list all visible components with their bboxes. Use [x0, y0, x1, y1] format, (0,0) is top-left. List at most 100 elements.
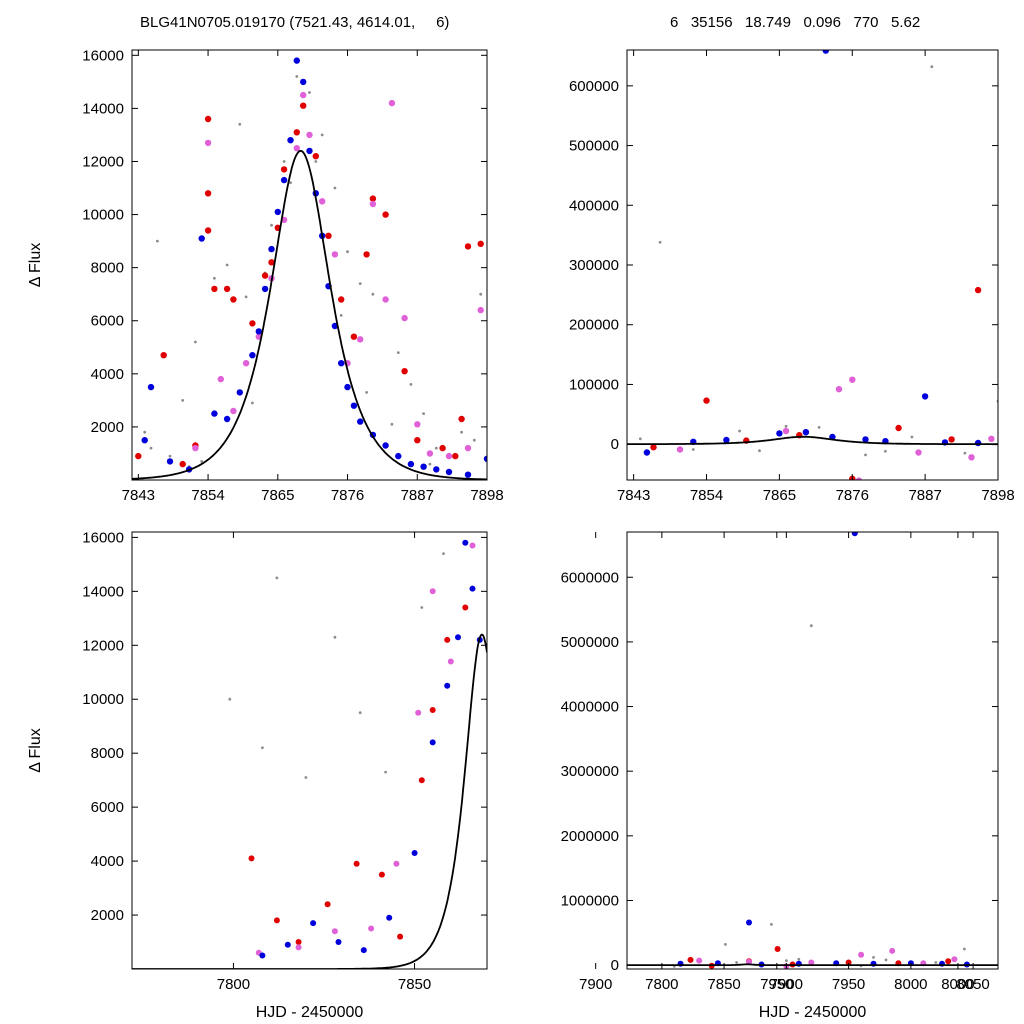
data-point-gray [761, 625, 764, 628]
data-point-red [295, 939, 302, 945]
data-point-blue [977, 661, 983, 667]
data-point-gray [420, 606, 424, 609]
data-point-gray [812, 933, 815, 936]
data-point-blue [444, 682, 451, 689]
y-tick-label: 6000000 [561, 569, 619, 586]
data-point-blue [350, 402, 358, 409]
data-point-blue [926, 882, 932, 888]
data-point-gray [500, 784, 503, 787]
data-point-gray [714, 660, 717, 663]
data-point-gray [739, 730, 742, 733]
data-point-blue [774, 893, 780, 899]
x-tick-label: 7800 [645, 976, 678, 993]
data-point-blue [300, 78, 307, 86]
data-point-gray [384, 770, 387, 774]
data-point-blue [255, 328, 262, 335]
data-point-blue [407, 460, 415, 468]
data-point-blue [825, 570, 831, 576]
data-point-gray [902, 649, 905, 652]
data-point-gray [472, 438, 476, 442]
data-point-gray [460, 430, 463, 434]
data-point-blue [464, 471, 472, 478]
data-point-gray [333, 186, 337, 190]
data-point-magenta [855, 477, 863, 480]
data-point-gray [872, 956, 875, 959]
x-tick-label: 7865 [261, 487, 294, 504]
data-point-gray [660, 684, 663, 687]
data-point-gray [738, 429, 741, 433]
data-point-red [665, 907, 671, 913]
data-point-gray [963, 451, 967, 455]
data-point-magenta [988, 435, 995, 442]
y-tick-label: 5000000 [561, 634, 619, 651]
data-point-gray [194, 340, 197, 344]
data-point-red [509, 742, 515, 748]
data-point-red [759, 567, 765, 573]
data-point-red [353, 860, 360, 867]
data-point-blue [973, 947, 979, 953]
x-tick-label: 8000 [941, 976, 974, 993]
data-point-red [378, 871, 385, 878]
plot-frame [626, 531, 999, 970]
data-point-blue [723, 436, 730, 444]
data-point-gray [864, 453, 867, 457]
data-point-gray [238, 122, 242, 126]
data-point-blue [411, 850, 418, 856]
data-point-magenta [447, 658, 454, 665]
data-point-magenta [696, 957, 703, 964]
y-tick-label: 2000000 [561, 828, 619, 845]
data-point-blue [462, 539, 469, 546]
y-tick-label: 600000 [569, 78, 619, 95]
data-point-blue [261, 285, 269, 293]
x-tick-label: 7843 [617, 487, 650, 504]
data-point-red [886, 588, 892, 594]
data-point-gray [308, 91, 311, 94]
data-point-red [204, 227, 212, 234]
data-point-blue [455, 634, 461, 641]
y-tick-label: 2000 [91, 907, 124, 924]
data-point-gray [949, 687, 952, 690]
data-point-magenta [922, 737, 928, 743]
data-point-gray [848, 892, 851, 895]
data-point-red [444, 636, 451, 643]
data-point-magenta [388, 99, 396, 107]
data-point-blue [643, 449, 651, 456]
data-point-blue [781, 874, 787, 880]
data-point-magenta [319, 198, 326, 205]
data-point-gray [251, 401, 254, 405]
data-point-gray [261, 746, 264, 750]
data-point-gray [434, 446, 438, 450]
data-point-red [578, 882, 584, 888]
data-point-red [429, 707, 436, 713]
y-tick-label: 0 [611, 957, 619, 974]
fit-parameters: 6 35156 18.749 0.096 770 5.62 [670, 14, 921, 31]
x-tick-label: 7850 [707, 976, 740, 993]
data-point-magenta [293, 145, 300, 152]
data-point-red [261, 272, 269, 279]
data-point-gray [143, 430, 147, 434]
data-point-magenta [429, 588, 436, 595]
data-point-blue [268, 245, 275, 253]
data-point-gray [371, 292, 375, 296]
x-tick-label: 7900 [770, 976, 803, 993]
data-point-gray [422, 412, 425, 415]
y-tick-label: 12000 [82, 153, 124, 170]
x-tick-label: 8000 [894, 976, 927, 993]
data-point-blue [854, 888, 860, 894]
data-point-red [495, 691, 501, 697]
y-tick-label: 0 [611, 436, 619, 453]
data-point-gray [934, 961, 938, 964]
data-point-magenta [414, 421, 421, 428]
data-point-gray [735, 961, 738, 964]
data-point-blue [491, 721, 497, 727]
data-point-red [524, 802, 530, 808]
data-point-gray [775, 908, 778, 911]
data-point-magenta [948, 683, 954, 689]
data-point-red [955, 896, 961, 902]
data-point-gray [785, 959, 788, 962]
data-point-gray [213, 276, 216, 280]
data-point-blue [974, 439, 982, 447]
data-point-magenta [357, 336, 364, 343]
y-tick-label: 4000000 [561, 699, 619, 716]
data-point-magenta [469, 542, 476, 549]
